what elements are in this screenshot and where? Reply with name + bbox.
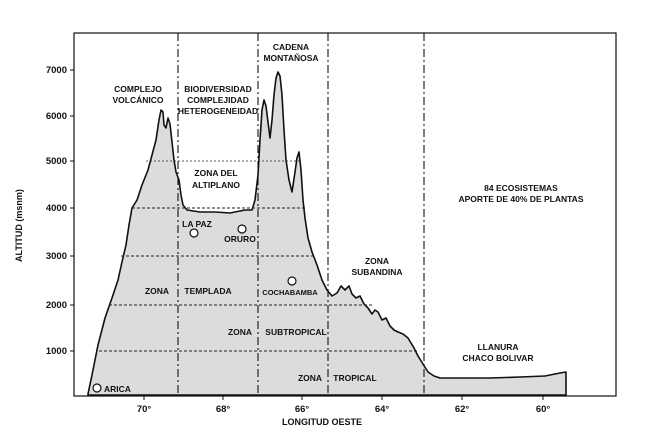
y-axis <box>70 69 74 352</box>
band-label-templada-zona: ZONA <box>145 286 169 296</box>
label-chaco: LLANURA CHACO BOLIVAR <box>462 342 533 363</box>
y-tick-label: 5000 <box>46 156 67 167</box>
band-label-tropical-zona: ZONA <box>298 373 322 383</box>
label-line: ALTIPLANO <box>192 180 240 190</box>
label-volcanic: COMPLEJO VOLCÁNICO <box>113 84 164 105</box>
x-tick-label: 64° <box>375 404 390 415</box>
y-axis-title: ALTITUD (msnm) <box>14 189 24 262</box>
label-line: ZONA <box>365 256 389 266</box>
y-tick-label: 6000 <box>46 111 67 122</box>
city-label-cochabamba: COCHABAMBA <box>262 288 318 297</box>
label-line: ZONA DEL <box>194 168 237 178</box>
city-marker-arica <box>92 383 102 393</box>
terrain-profile <box>87 71 567 396</box>
label-line: SUBANDINA <box>352 267 403 277</box>
label-altiplano-biodiversity: BIODIVERSIDAD COMPLEJIDAD HETEROGENEIDAD <box>178 84 258 116</box>
plot-frame <box>73 32 617 397</box>
y-tick-label: 3000 <box>46 251 67 262</box>
label-line: CHACO BOLIVAR <box>462 353 533 363</box>
x-axis-title: LONGITUD OESTE <box>282 417 362 427</box>
label-line: BIODIVERSIDAD <box>184 84 252 94</box>
x-axis <box>143 396 544 400</box>
y-tick-label: 4000 <box>46 203 67 214</box>
city-marker-cochabamba <box>287 276 297 286</box>
label-line: 84 ECOSISTEMAS <box>484 183 558 193</box>
city-label-arica: ARICA <box>104 384 131 394</box>
label-line: MONTAÑOSA <box>263 53 318 63</box>
city-marker-oruro <box>237 224 247 234</box>
label-line: LLANURA <box>477 342 518 352</box>
label-altiplano-zone: ZONA DEL ALTIPLANO <box>192 168 240 190</box>
band-label-subtropical: SUBTROPICAL <box>265 327 326 337</box>
city-label-la-paz: LA PAZ <box>182 219 212 229</box>
band-label-tropical: TROPICAL <box>333 373 376 383</box>
x-tick-label: 66° <box>295 404 310 415</box>
y-tick-label: 7000 <box>46 65 67 76</box>
label-cordillera: CADENA MONTAÑOSA <box>263 42 318 63</box>
y-tick-label: 1000 <box>46 346 67 357</box>
x-tick-label: 68° <box>216 404 231 415</box>
label-subandina: ZONA SUBANDINA <box>352 256 403 277</box>
zone-separators <box>177 33 425 396</box>
label-line: HETEROGENEIDAD <box>178 106 258 116</box>
altitude-band-lines <box>99 160 418 352</box>
city-label-oruro: ORURO <box>224 234 256 244</box>
label-line: CADENA <box>273 42 309 52</box>
x-tick-label: 62° <box>455 404 470 415</box>
label-ecosystems: 84 ECOSISTEMAS APORTE DE 40% DE PLANTAS <box>458 183 583 204</box>
band-label-templada: TEMPLADA <box>184 286 231 296</box>
label-line: COMPLEJIDAD <box>187 95 249 105</box>
x-tick-label: 60° <box>536 404 551 415</box>
x-tick-label: 70° <box>137 404 152 415</box>
label-line: VOLCÁNICO <box>113 95 164 105</box>
label-line: COMPLEJO <box>114 84 162 94</box>
city-marker-la-paz <box>189 228 199 238</box>
label-line: APORTE DE 40% DE PLANTAS <box>458 194 583 204</box>
y-tick-label: 2000 <box>46 300 67 311</box>
band-label-subtropical-zona: ZONA <box>228 327 252 337</box>
